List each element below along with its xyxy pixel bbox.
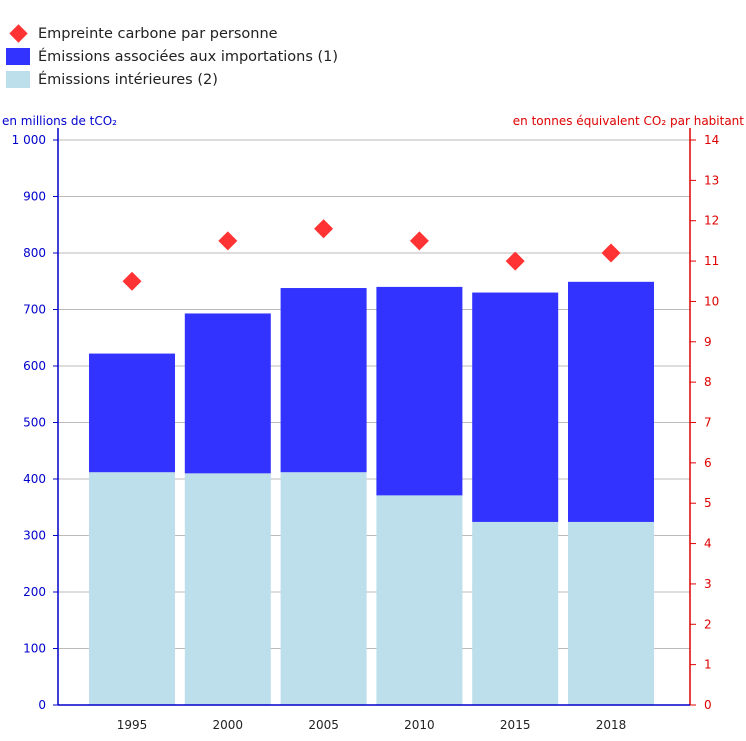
bar-domestic — [472, 521, 559, 705]
legend-label-domestic: Émissions intérieures (2) — [38, 71, 218, 88]
legend-label-imports: Émissions associées aux importations (1) — [38, 48, 339, 65]
left-tick-label: 700 — [23, 303, 46, 317]
right-tick-label: 13 — [704, 173, 719, 187]
legend-swatch-imports — [6, 48, 30, 65]
legend-label-footprint: Empreinte carbone par personne — [38, 25, 278, 42]
right-tick-label: 2 — [704, 617, 712, 631]
bar-imports — [472, 292, 559, 522]
left-tick-label: 800 — [23, 246, 46, 260]
left-tick-label: 1 000 — [12, 133, 46, 147]
footprint-marker — [314, 219, 334, 239]
right-tick-label: 0 — [704, 698, 712, 712]
bar-imports — [568, 281, 654, 522]
footprint-marker — [505, 251, 525, 271]
bar-domestic — [568, 521, 654, 705]
bar-imports — [376, 286, 463, 496]
legend-item-footprint: Empreinte carbone par personne — [6, 22, 338, 45]
left-tick-label: 500 — [23, 416, 46, 430]
x-tick-label: 2018 — [596, 718, 627, 732]
left-tick-label: 100 — [23, 642, 46, 656]
x-tick-label: 2000 — [213, 718, 244, 732]
right-tick-label: 5 — [704, 496, 712, 510]
bar-imports — [280, 288, 367, 473]
right-tick-label: 14 — [704, 133, 719, 147]
right-tick-label: 3 — [704, 577, 712, 591]
right-axis-label: en tonnes équivalent CO₂ par habitant — [512, 114, 744, 128]
legend-item-imports: Émissions associées aux importations (1) — [6, 45, 338, 68]
x-tick-label: 2005 — [308, 718, 339, 732]
legend: Empreinte carbone par personne Émissions… — [6, 22, 338, 91]
left-tick-label: 900 — [23, 190, 46, 204]
footprint-marker — [122, 271, 142, 291]
right-tick-label: 6 — [704, 456, 712, 470]
x-tick-label: 2015 — [500, 718, 531, 732]
right-tick-label: 4 — [704, 537, 712, 551]
bar-domestic — [376, 495, 463, 705]
right-tick-label: 9 — [704, 335, 712, 349]
right-tick-label: 8 — [704, 375, 712, 389]
bar-imports — [184, 313, 271, 474]
right-tick-label: 12 — [704, 214, 719, 228]
footprint-marker — [409, 231, 429, 251]
left-tick-label: 200 — [23, 585, 46, 599]
right-tick-label: 10 — [704, 294, 719, 308]
right-tick-label: 7 — [704, 416, 712, 430]
bar-domestic — [280, 472, 367, 705]
footprint-marker — [218, 231, 238, 251]
bar-imports — [89, 353, 175, 473]
x-tick-label: 2010 — [404, 718, 435, 732]
left-tick-label: 0 — [38, 698, 46, 712]
bar-domestic — [89, 472, 175, 705]
right-tick-label: 11 — [704, 254, 719, 268]
right-tick-label: 1 — [704, 658, 712, 672]
x-tick-label: 1995 — [117, 718, 148, 732]
left-tick-label: 400 — [23, 472, 46, 486]
bar-domestic — [184, 473, 271, 705]
left-tick-label: 600 — [23, 359, 46, 373]
left-tick-label: 300 — [23, 529, 46, 543]
footprint-marker — [601, 243, 621, 263]
left-axis-label: en millions de tCO₂ — [2, 114, 117, 128]
legend-item-domestic: Émissions intérieures (2) — [6, 68, 338, 91]
legend-swatch-domestic — [6, 71, 30, 88]
